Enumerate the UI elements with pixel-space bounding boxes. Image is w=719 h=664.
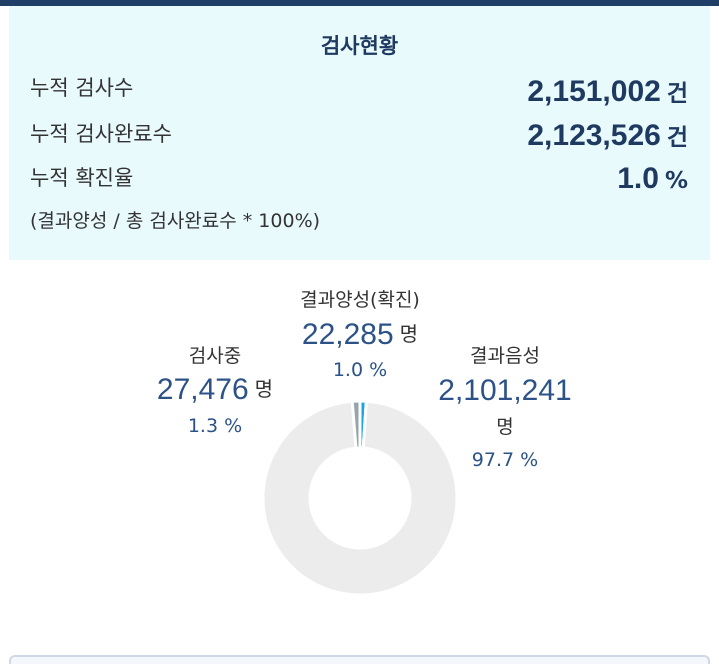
next-panel-edge (9, 655, 710, 664)
pending-count: 27,476 명 (156, 373, 274, 406)
panel-title: 검사현황 (320, 34, 399, 58)
total-tests-label: 누적 검사수 (30, 76, 134, 100)
completed-tests-label: 누적 검사완료수 (30, 122, 172, 146)
completed-tests-value: 2,123,526 건 (527, 119, 688, 152)
positive-percent: 1.0 % (332, 359, 388, 381)
positive-rate-value: 1.0% (617, 162, 688, 195)
top-border (0, 0, 719, 6)
donut-slice-negative[interactable] (261, 399, 459, 597)
pending-percent: 1.3 % (187, 415, 243, 437)
rate-formula: (결과양성 / 총 검사완료수 * 100%) (30, 210, 321, 232)
negative-percent: 97.7 % (471, 449, 539, 471)
negative-unit: 명 (496, 416, 514, 438)
negative-label: 결과음성 (470, 345, 540, 367)
pending-label: 검사중 (188, 345, 242, 367)
positive-rate-label: 누적 확진율 (30, 166, 134, 190)
donut-slice-pending[interactable] (350, 399, 362, 450)
positive-label: 결과양성(확진) (300, 289, 420, 311)
negative-count: 2,101,241 (438, 374, 572, 407)
total-tests-value: 2,151,002 건 (527, 75, 688, 108)
test-status-panel: 검사현황 누적 검사수 2,151,002 건 누적 검사완료수 2,123,52… (9, 6, 710, 260)
positive-count: 22,285 명 (301, 318, 419, 351)
